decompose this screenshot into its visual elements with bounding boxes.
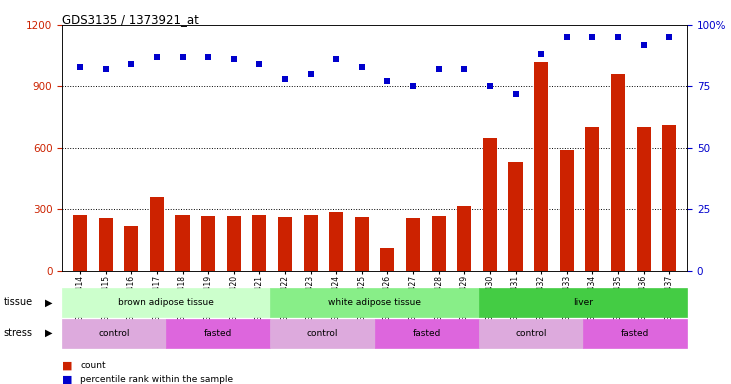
Text: control: control xyxy=(99,329,130,338)
Bar xyxy=(227,217,240,271)
Point xyxy=(535,51,547,58)
Point xyxy=(151,54,163,60)
Bar xyxy=(252,215,266,271)
Text: ■: ■ xyxy=(62,374,72,384)
Bar xyxy=(303,215,318,271)
Bar xyxy=(637,127,651,271)
Point xyxy=(612,34,624,40)
Bar xyxy=(99,218,113,271)
Text: white adipose tissue: white adipose tissue xyxy=(328,298,421,307)
Point xyxy=(484,83,496,89)
Bar xyxy=(586,127,599,271)
Bar xyxy=(73,215,87,271)
Text: control: control xyxy=(307,329,338,338)
Point xyxy=(75,64,86,70)
Point xyxy=(586,34,598,40)
Text: fasted: fasted xyxy=(621,329,649,338)
Bar xyxy=(175,215,189,271)
Text: ▶: ▶ xyxy=(45,297,53,308)
Point xyxy=(202,54,214,60)
Bar xyxy=(431,217,446,271)
Bar xyxy=(201,217,215,271)
Point xyxy=(126,61,137,67)
Bar xyxy=(662,125,676,271)
Point xyxy=(433,66,444,72)
Bar xyxy=(406,218,420,271)
Text: fasted: fasted xyxy=(204,329,232,338)
Point xyxy=(100,66,112,72)
Text: count: count xyxy=(80,361,106,370)
Point xyxy=(279,76,291,82)
Point xyxy=(254,61,265,67)
Point xyxy=(510,91,521,97)
Point xyxy=(382,78,393,84)
Text: GDS3135 / 1373921_at: GDS3135 / 1373921_at xyxy=(62,13,199,26)
Bar xyxy=(611,74,625,271)
Bar xyxy=(458,206,471,271)
Point xyxy=(663,34,675,40)
Point xyxy=(177,54,189,60)
Bar xyxy=(150,197,164,271)
Point xyxy=(561,34,572,40)
Text: ▶: ▶ xyxy=(45,328,53,338)
Bar xyxy=(329,212,344,271)
Text: stress: stress xyxy=(4,328,33,338)
Point xyxy=(458,66,470,72)
Text: control: control xyxy=(515,329,547,338)
Point xyxy=(637,41,649,48)
Point xyxy=(305,71,317,77)
Bar xyxy=(509,162,523,271)
Bar xyxy=(355,217,369,271)
Point xyxy=(228,56,240,63)
Bar xyxy=(483,137,497,271)
Text: brown adipose tissue: brown adipose tissue xyxy=(118,298,214,307)
Point xyxy=(330,56,342,63)
Bar xyxy=(534,62,548,271)
Bar xyxy=(560,150,574,271)
Text: tissue: tissue xyxy=(4,297,33,308)
Text: ■: ■ xyxy=(62,361,72,371)
Bar xyxy=(278,217,292,271)
Bar xyxy=(380,248,395,271)
Bar xyxy=(124,226,138,271)
Point xyxy=(407,83,419,89)
Point xyxy=(356,64,368,70)
Text: percentile rank within the sample: percentile rank within the sample xyxy=(80,375,233,384)
Text: liver: liver xyxy=(573,298,593,307)
Text: fasted: fasted xyxy=(412,329,441,338)
